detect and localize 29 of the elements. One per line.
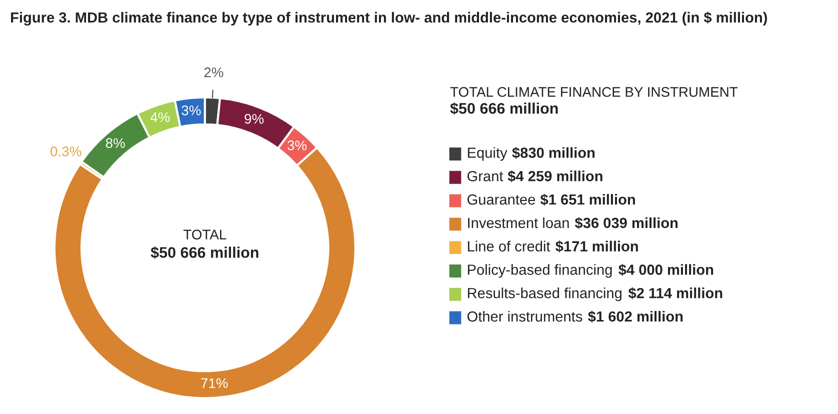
text: $4 000 million — [618, 264, 714, 276]
text: $2 114 million — [628, 287, 722, 300]
legend-label: Grant — [468, 170, 504, 182]
data-label: 8% — [106, 138, 125, 148]
chart-title: Figure 3. MDB climate finance by type of instrument in low- and middle-income economies, 2021 (in $ million) — [11, 12, 767, 26]
data-label: 3% — [182, 105, 201, 116]
data-label: 2% — [204, 67, 224, 78]
legend-label: Investment loan — [468, 217, 569, 228]
text: $1 602 million — [588, 310, 683, 323]
text: $50 666 million — [450, 102, 558, 115]
text: $830 million — [512, 146, 595, 159]
text: $171 million — [556, 240, 638, 252]
data-label: 0.3% — [50, 146, 82, 156]
legend-label: Results-based financing — [468, 288, 622, 302]
text: $36 039 million — [574, 217, 678, 230]
legend-label: Equity — [468, 147, 508, 161]
data-label: 3% — [288, 140, 307, 150]
text: TOTAL — [183, 230, 226, 240]
data-label: 71% — [201, 378, 228, 388]
legend-label: Other instruments — [467, 310, 582, 322]
text: $1 651 million — [540, 194, 635, 206]
legend-label: Guarantee — [468, 194, 536, 205]
data-label: 9% — [244, 114, 264, 124]
data-label: 4% — [150, 112, 170, 122]
text: $4 259 million — [508, 170, 602, 182]
legend-label: Line of credit — [468, 240, 550, 252]
legend-title: TOTAL CLIMATE FINANCE BY INSTRUMENT — [450, 87, 738, 97]
legend-label: Policy-based financing — [468, 264, 612, 278]
text: $50 666 million — [150, 246, 258, 259]
